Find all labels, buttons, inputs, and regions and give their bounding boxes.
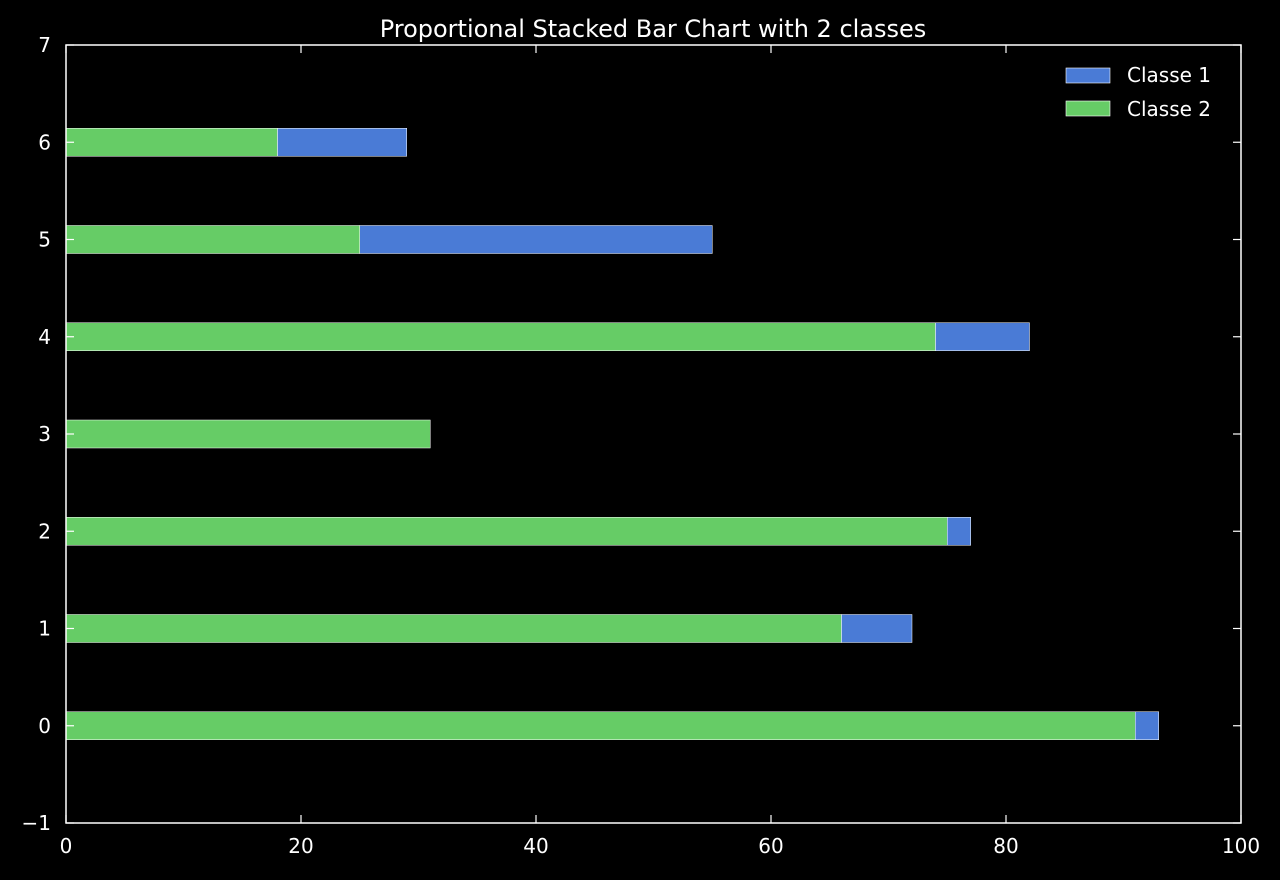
x-tick-label: 20 xyxy=(288,834,313,858)
y-tick-label: 5 xyxy=(38,228,51,252)
bars-group xyxy=(65,128,1159,740)
x-tick-label: 100 xyxy=(1222,834,1260,858)
y-tick-label: 2 xyxy=(38,519,51,543)
legend-label-classe-2: Classe 2 xyxy=(1127,97,1211,121)
y-tick-label: 4 xyxy=(38,325,51,349)
y-tick-label: 3 xyxy=(38,422,51,446)
y-tick-label: 1 xyxy=(38,617,51,641)
y-axis: −1 0 1 2 3 4 5 6 7 xyxy=(22,33,1241,835)
x-tick-label: 0 xyxy=(60,834,73,858)
y-tick-label: 0 xyxy=(38,714,51,738)
chart-title: Proportional Stacked Bar Chart with 2 cl… xyxy=(380,15,927,43)
bar-classe-1-row-6 xyxy=(277,128,407,157)
x-tick-label: 80 xyxy=(993,834,1018,858)
bar-classe-2-row-5 xyxy=(65,225,360,254)
bar-classe-2-row-6 xyxy=(65,128,278,157)
legend-label-classe-1: Classe 1 xyxy=(1127,63,1211,87)
x-tick-label: 60 xyxy=(758,834,783,858)
bar-classe-1-row-4 xyxy=(935,322,1030,351)
bar-classe-2-row-0 xyxy=(65,711,1136,740)
bar-classe-2-row-4 xyxy=(65,322,936,351)
bar-classe-2-row-3 xyxy=(65,419,431,449)
bar-classe-2-row-1 xyxy=(65,614,842,643)
legend-swatch-classe-1 xyxy=(1065,67,1111,84)
legend-swatch-classe-2 xyxy=(1065,100,1111,117)
bar-classe-1-row-5 xyxy=(359,225,713,254)
y-tick-label: −1 xyxy=(22,811,51,835)
y-tick-label: 7 xyxy=(38,33,51,57)
bar-classe-1-row-0 xyxy=(1135,711,1159,740)
y-tick-label: 6 xyxy=(38,130,51,154)
x-tick-label: 40 xyxy=(523,834,548,858)
bar-classe-1-row-2 xyxy=(947,517,971,546)
legend: Classe 1 Classe 2 xyxy=(1065,63,1211,121)
bar-classe-2-row-2 xyxy=(65,517,948,546)
bar-classe-1-row-1 xyxy=(841,614,913,643)
x-axis: 0 20 40 60 80 100 xyxy=(60,45,1260,858)
